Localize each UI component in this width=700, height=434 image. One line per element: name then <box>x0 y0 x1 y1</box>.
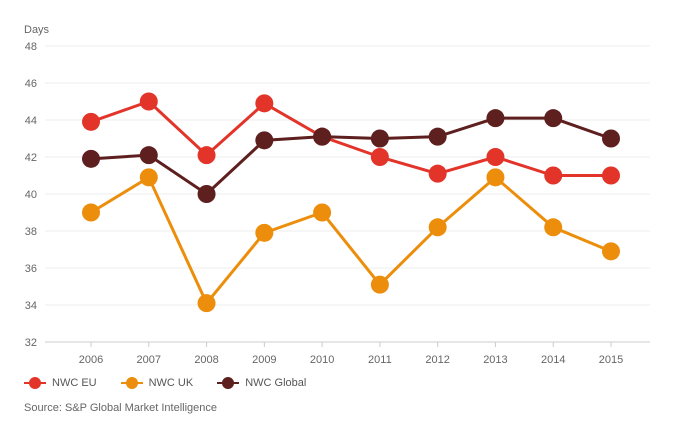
data-point <box>139 146 158 165</box>
data-point <box>602 242 620 261</box>
data-point <box>255 223 274 242</box>
data-point <box>82 112 100 131</box>
y-tick-label: 36 <box>25 263 37 275</box>
data-point <box>544 218 563 237</box>
x-tick-label: 2008 <box>194 354 218 366</box>
series-line <box>90 116 612 196</box>
legend-marker-icon <box>120 377 143 389</box>
x-tick-label: 2007 <box>137 354 161 366</box>
x-tick-label: 2006 <box>79 354 103 366</box>
data-point <box>255 94 274 113</box>
y-tick-label: 40 <box>25 189 37 201</box>
legend-item[interactable]: NWC EU <box>24 377 97 389</box>
data-point <box>82 149 100 168</box>
x-tick-label: 2015 <box>599 354 623 366</box>
data-point <box>486 168 505 187</box>
series-nwc-global <box>82 109 620 203</box>
x-tick-label: 2010 <box>310 354 334 366</box>
y-axis-label: Days <box>24 24 50 36</box>
legend-marker-icon <box>24 377 46 389</box>
data-point <box>428 218 447 237</box>
data-point <box>486 109 505 128</box>
data-point <box>428 127 447 146</box>
data-point <box>428 164 447 183</box>
y-tick-label: 38 <box>25 226 37 238</box>
y-tick-label: 34 <box>25 300 37 312</box>
data-point <box>313 127 332 146</box>
data-point <box>197 146 216 165</box>
x-tick-label: 2011 <box>368 354 392 366</box>
legend-label: NWC UK <box>148 377 194 389</box>
y-tick-label: 32 <box>25 337 37 349</box>
data-point <box>255 131 274 150</box>
data-point <box>602 129 620 148</box>
data-point <box>139 168 158 187</box>
legend-label: NWC EU <box>52 377 97 389</box>
legend-item[interactable]: NWC UK <box>120 377 194 389</box>
data-point <box>544 166 563 185</box>
series-line <box>90 175 612 306</box>
legend: NWC EU NWC UK NWC Global <box>24 377 306 389</box>
data-point <box>370 275 389 294</box>
data-point <box>544 109 563 128</box>
data-point <box>486 148 505 166</box>
data-point <box>370 148 389 166</box>
legend-marker-icon <box>217 377 240 389</box>
x-tick-label: 2014 <box>541 354 565 366</box>
legend-label: NWC Global <box>245 377 307 389</box>
source-note: Source: S&P Global Market Intelligence <box>24 402 218 414</box>
series-nwc-uk <box>82 168 620 313</box>
y-tick-label: 46 <box>25 78 37 90</box>
series-nwc-eu <box>82 92 620 185</box>
legend-item[interactable]: NWC Global <box>217 377 306 389</box>
line-chart: 32 34 36 38 40 42 44 46 48 2006 2007 2008 2009 2010 2… <box>24 24 650 366</box>
series-line <box>90 99 611 177</box>
x-tick-label: 2012 <box>425 354 449 366</box>
data-point <box>139 92 158 111</box>
x-tick-label: 2009 <box>252 354 276 366</box>
data-point <box>313 203 332 222</box>
y-tick-label: 44 <box>25 115 37 127</box>
data-point <box>197 185 216 203</box>
data-point <box>197 294 216 313</box>
data-point <box>370 129 389 148</box>
y-tick-label: 42 <box>25 152 37 164</box>
data-point <box>82 203 100 222</box>
x-tick-label: 2013 <box>483 354 507 366</box>
y-tick-label: 48 <box>25 41 37 53</box>
data-point <box>602 166 620 185</box>
